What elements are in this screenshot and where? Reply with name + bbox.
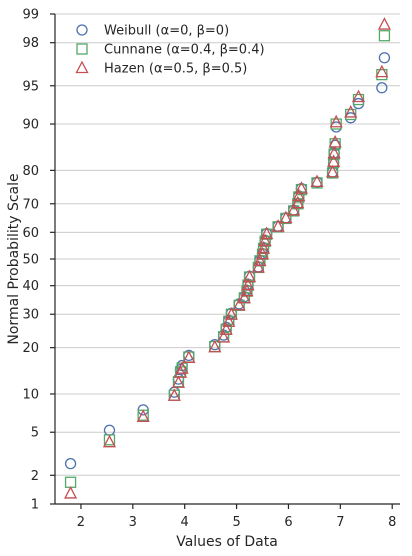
data-point-triangle bbox=[237, 290, 251, 304]
legend-marker-circle bbox=[76, 24, 88, 36]
y-tick-label: 10 bbox=[22, 387, 39, 402]
data-point-triangle bbox=[241, 277, 255, 291]
data-point-circle bbox=[378, 52, 391, 64]
data-point-triangle bbox=[329, 114, 343, 128]
data-point-triangle bbox=[222, 314, 236, 327]
data-point-triangle bbox=[292, 188, 306, 202]
data-point-square bbox=[293, 191, 305, 203]
data-point-triangle bbox=[253, 253, 267, 266]
x-tick-label: 4 bbox=[181, 515, 189, 530]
y-tick-label: 70 bbox=[22, 197, 39, 212]
x-axis-label: Values of Data bbox=[176, 534, 278, 550]
y-ticks: 1 2 5 10 20 30 40 50 60 70 80 90 95 98 99 bbox=[22, 8, 55, 513]
data-point-triangle bbox=[351, 89, 366, 103]
y-tick-label: 1 bbox=[31, 498, 39, 513]
data-point-square bbox=[292, 198, 304, 210]
y-tick-label: 98 bbox=[22, 36, 39, 51]
x-tick-label: 5 bbox=[232, 515, 240, 530]
data-point-triangle bbox=[344, 105, 358, 118]
y-tick-label: 99 bbox=[22, 8, 39, 23]
y-tick-label: 60 bbox=[22, 226, 39, 241]
data-point-triangle bbox=[325, 164, 340, 178]
y-axis-label: Normal Probability Scale bbox=[6, 173, 22, 344]
data-point-triangle bbox=[271, 219, 285, 232]
x-tick-label: 6 bbox=[284, 515, 292, 530]
data-point-triangle bbox=[182, 350, 196, 363]
data-points bbox=[63, 17, 392, 499]
data-point-triangle bbox=[256, 241, 271, 254]
data-point-triangle bbox=[217, 330, 231, 343]
x-tick-label: 7 bbox=[336, 515, 344, 530]
data-point-triangle bbox=[136, 409, 150, 422]
data-point-triangle bbox=[63, 486, 78, 499]
data-point-triangle bbox=[287, 202, 301, 216]
data-point-triangle bbox=[327, 145, 341, 159]
data-point-triangle bbox=[294, 181, 309, 194]
y-tick-label: 30 bbox=[22, 308, 39, 323]
data-point-triangle bbox=[251, 260, 265, 273]
data-point-triangle bbox=[232, 297, 246, 311]
data-point-triangle bbox=[219, 322, 233, 335]
x-ticks: 2 3 4 5 6 7 8 bbox=[77, 504, 396, 530]
data-point-triangle bbox=[279, 210, 293, 224]
data-point-triangle bbox=[327, 154, 341, 167]
legend-marker-triangle bbox=[75, 60, 89, 74]
data-point-circle bbox=[64, 457, 77, 470]
data-point-triangle bbox=[224, 307, 238, 320]
legend-marker-square bbox=[76, 43, 88, 55]
data-point-square bbox=[376, 68, 388, 81]
data-point-square bbox=[378, 30, 391, 42]
x-tick-label: 2 bbox=[77, 515, 85, 530]
x-tick-label: 8 bbox=[388, 515, 396, 530]
legend-label: Weibull (α=0, β=0) bbox=[104, 24, 229, 39]
y-tick-label: 95 bbox=[22, 79, 39, 94]
y-tick-label: 80 bbox=[22, 164, 39, 179]
data-point-triangle bbox=[102, 434, 117, 448]
x-tick-label: 3 bbox=[129, 515, 137, 530]
data-point-square bbox=[172, 376, 185, 388]
data-point-square bbox=[311, 177, 323, 189]
data-point-triangle bbox=[240, 283, 254, 297]
data-point-square bbox=[64, 476, 77, 488]
y-tick-label: 2 bbox=[31, 469, 39, 484]
data-point-triangle bbox=[171, 375, 186, 388]
data-point-circle bbox=[376, 82, 388, 94]
y-tick-label: 50 bbox=[22, 253, 39, 268]
data-point-circle bbox=[352, 97, 365, 110]
series-triangle bbox=[63, 17, 392, 499]
data-point-triangle bbox=[242, 269, 257, 283]
data-point-square bbox=[345, 108, 357, 121]
legend: Weibull (α=0, β=0) Cunnane (α=0.4, β=0.4)… bbox=[75, 24, 265, 77]
data-point-triangle bbox=[377, 17, 392, 30]
data-point-triangle bbox=[291, 195, 305, 209]
y-tick-label: 20 bbox=[22, 341, 39, 356]
legend-label: Hazen (α=0.5, β=0.5) bbox=[104, 62, 247, 77]
data-point-triangle bbox=[375, 64, 389, 78]
data-point-triangle bbox=[175, 361, 189, 374]
y-tick-label: 90 bbox=[22, 118, 39, 133]
data-point-triangle bbox=[260, 226, 274, 240]
series-circle bbox=[64, 52, 391, 470]
data-point-triangle bbox=[208, 339, 222, 353]
y-tick-label: 5 bbox=[31, 426, 39, 441]
data-point-triangle bbox=[328, 134, 342, 148]
data-point-square bbox=[330, 118, 342, 130]
y-tick-label: 40 bbox=[22, 279, 39, 294]
data-point-circle bbox=[103, 424, 116, 436]
data-point-triangle bbox=[167, 388, 181, 401]
grid bbox=[55, 13, 400, 505]
data-point-triangle bbox=[258, 233, 272, 247]
legend-label: Cunnane (α=0.4, β=0.4) bbox=[104, 43, 265, 58]
data-point-triangle bbox=[310, 174, 324, 188]
